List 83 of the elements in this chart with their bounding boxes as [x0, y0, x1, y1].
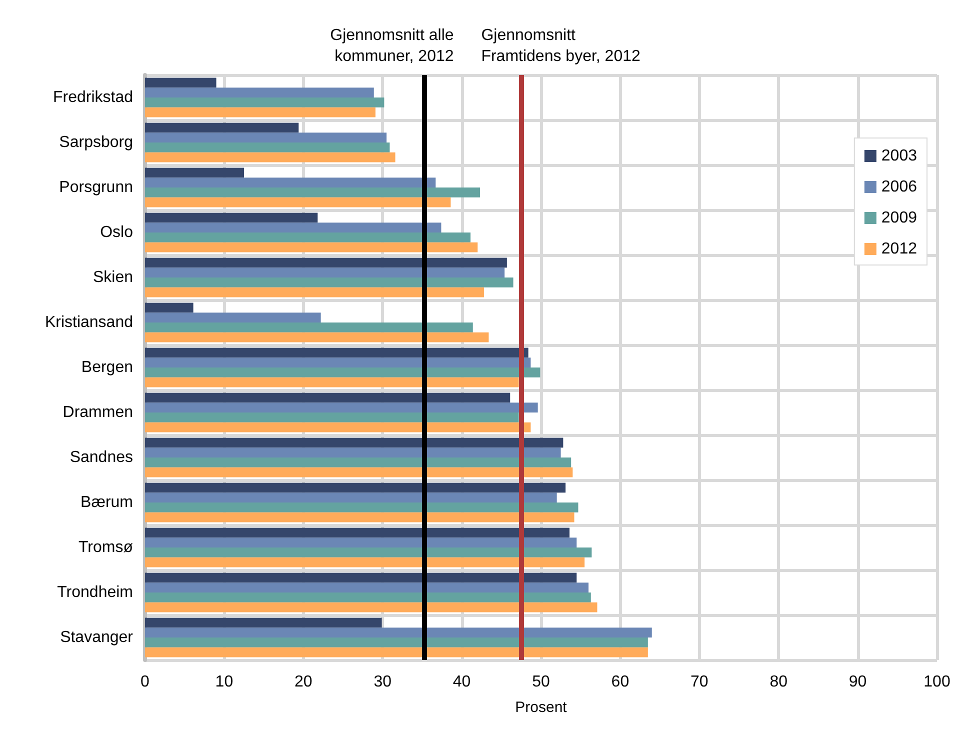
bar: [145, 377, 519, 388]
bar: [145, 142, 390, 152]
y-tick-label: Trondheim: [57, 584, 133, 601]
bar: [145, 492, 557, 502]
bar: [145, 448, 561, 458]
bar: [145, 618, 382, 628]
y-tick-label: Sarpsborg: [59, 134, 133, 151]
bar: [145, 152, 396, 162]
bar: [145, 197, 451, 208]
bar: [145, 512, 574, 522]
bar: [145, 178, 436, 188]
x-tick-label: 50: [532, 674, 550, 690]
bar: [145, 348, 528, 358]
bar: [145, 332, 489, 342]
bar: [145, 287, 484, 298]
bar: [145, 557, 585, 568]
bar: [145, 268, 505, 278]
legend-label: 2006: [881, 178, 918, 196]
bar: [145, 572, 577, 583]
ref-line-label: Gjennomsnitt alle kommuner, 2012: [330, 27, 454, 65]
legend-label: 2003: [881, 148, 918, 164]
bar: [145, 412, 519, 422]
bar: [145, 122, 299, 133]
bar: [145, 107, 376, 118]
bar: [145, 422, 531, 432]
x-tick-label: 80: [770, 674, 788, 690]
bar: [145, 647, 648, 658]
y-tick-label: Kristiansand: [44, 314, 133, 331]
bar: [145, 242, 478, 252]
x-tick-label: 40: [452, 674, 471, 690]
bar: [145, 188, 480, 198]
legend-label: 2012: [881, 240, 918, 258]
bar: [145, 212, 318, 223]
bar: [145, 592, 591, 602]
bar: [145, 528, 570, 538]
x-tick-label: 20: [294, 674, 312, 690]
bar: [145, 312, 321, 322]
x-tick-label: 100: [924, 674, 950, 690]
bar: [145, 628, 652, 638]
bar: [145, 582, 589, 592]
x-tick-label: 60: [611, 674, 630, 690]
y-tick-label: Skien: [92, 269, 133, 286]
bar: [145, 392, 510, 403]
x-tick-label: 70: [690, 674, 708, 690]
y-tick-label: Sandnes: [70, 449, 133, 466]
bar: [145, 638, 648, 648]
bar: [145, 358, 531, 368]
bar: [145, 302, 194, 313]
x-tick-label: 90: [848, 674, 867, 690]
x-tick-label: 0: [140, 674, 150, 690]
bar: [145, 502, 578, 512]
x-axis-title: Prosent: [515, 699, 568, 716]
bar: [145, 548, 592, 558]
bar: [145, 538, 577, 548]
ref-line-label: Gjennomsnitt Framtidens byer, 2012: [481, 27, 640, 65]
y-tick-label: Fredrikstad: [52, 89, 133, 106]
bar: [145, 368, 540, 378]
bar: [145, 402, 538, 412]
bar: [145, 232, 471, 242]
y-tick-label: Tromsø: [78, 539, 134, 556]
bar: [145, 467, 573, 478]
x-tick-label: 10: [215, 674, 234, 690]
bar: [145, 602, 598, 612]
bar: [145, 458, 572, 468]
bar: [145, 88, 374, 98]
y-tick-label: Bærum: [80, 494, 133, 511]
bar: [145, 438, 564, 448]
y-tick-label: Bergen: [81, 359, 133, 376]
bar: [145, 258, 507, 268]
y-tick-label: Porsgrunn: [59, 179, 133, 196]
bar: [145, 168, 244, 178]
bar: [145, 78, 216, 88]
bar: [145, 132, 387, 142]
y-tick-label: Drammen: [62, 404, 133, 421]
bar: [145, 222, 442, 232]
bar: [145, 278, 514, 288]
x-tick-label: 30: [374, 674, 392, 690]
bar: [145, 98, 384, 108]
y-tick-label: Oslo: [100, 224, 134, 241]
bar: [145, 482, 566, 493]
bar: [145, 322, 473, 332]
legend-label: 2009: [881, 210, 918, 226]
y-tick-label: Stavanger: [60, 629, 134, 646]
